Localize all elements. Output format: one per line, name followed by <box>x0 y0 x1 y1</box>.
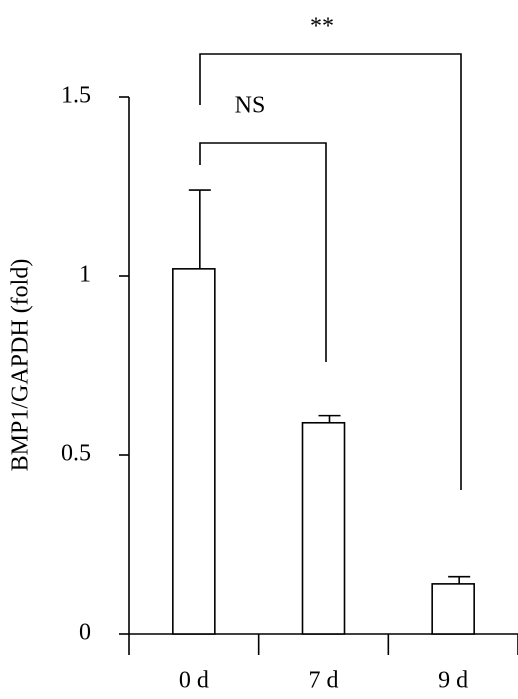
y-tick-label: 0 <box>79 620 91 646</box>
x-tick-label: 7 d <box>309 668 339 694</box>
y-tick-label: 0.5 <box>61 441 91 467</box>
y-tick-label: 1 <box>79 262 91 288</box>
ns-annotation: NS <box>235 93 266 119</box>
significance-bracket <box>199 53 462 490</box>
bar <box>431 583 475 635</box>
bar <box>172 268 216 635</box>
x-tick-label: 9 d <box>438 668 468 694</box>
y-axis-label: BMP1/GAPDH (fold) <box>8 259 34 472</box>
x-tick-label: 0 d <box>179 668 209 694</box>
y-tick-label: 1.5 <box>61 83 91 109</box>
significance-annotation: ** <box>310 14 334 40</box>
bar <box>301 421 346 635</box>
ns-bracket <box>199 142 327 362</box>
